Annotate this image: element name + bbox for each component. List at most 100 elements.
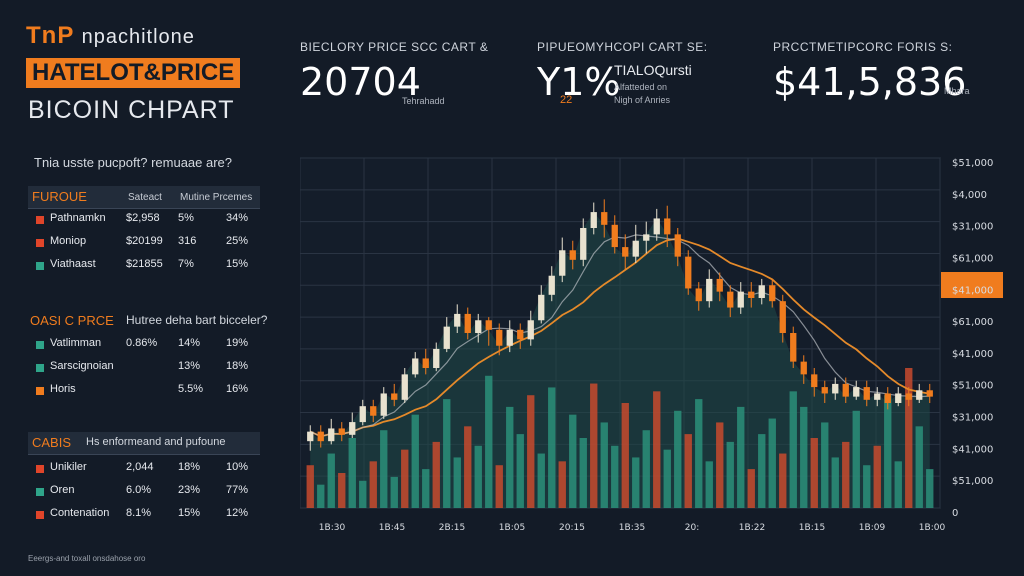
volume-bar: [359, 480, 367, 508]
row-cell-a: $20199: [126, 235, 163, 247]
candle-body: [338, 428, 345, 435]
row-cell-a: 0.86%: [126, 337, 158, 349]
chart-title-line1: TnP npachitlone: [26, 22, 195, 49]
row-cell-b: 7%: [178, 258, 194, 270]
row-cell-name: Contenation: [50, 507, 110, 519]
stat1-value: 20704: [300, 60, 421, 104]
y-axis-label: $41,000: [952, 349, 993, 360]
candle-body: [916, 390, 923, 400]
row-cell-c: 77%: [226, 484, 249, 496]
stat3-caption: Mhara: [944, 86, 970, 96]
candle-body: [695, 288, 702, 302]
volume-bar: [674, 410, 682, 508]
volume-bar: [705, 461, 713, 508]
x-axis-label: 20:: [685, 523, 699, 530]
candle-body: [674, 234, 681, 257]
candle-body: [590, 212, 597, 228]
candle-body: [359, 406, 366, 423]
volume-bar: [695, 399, 703, 508]
row-color-swatch: [36, 216, 44, 224]
candle-body: [580, 228, 587, 260]
candle-body: [370, 406, 377, 416]
volume-bar: [390, 476, 398, 508]
volume-bar: [590, 383, 598, 508]
candle-body: [664, 218, 671, 235]
candle-body: [758, 285, 765, 298]
volume-bar: [747, 469, 755, 508]
candle-body: [874, 393, 881, 400]
stat3-value: $41,5,836: [773, 60, 967, 104]
candle-body: [884, 393, 891, 403]
candle-body: [422, 358, 429, 368]
section3-title: CABIS: [32, 435, 72, 450]
stat3-label: PRCCTMETIPCORC FORIS S:: [773, 40, 953, 54]
candle-body: [559, 250, 566, 276]
candle-body: [611, 224, 618, 248]
row-cell-c: 34%: [226, 212, 249, 224]
candle-body: [653, 218, 660, 235]
volume-bar: [474, 445, 482, 508]
candle-body: [349, 422, 356, 435]
row-cell-b: 18%: [178, 461, 201, 473]
volume-bar: [716, 422, 724, 508]
candle-body: [601, 212, 608, 225]
candle-body: [737, 291, 744, 308]
row-color-swatch: [36, 387, 44, 395]
candle-body: [506, 329, 513, 346]
candle-body: [905, 393, 912, 400]
row-cell-b: 5%: [178, 212, 194, 224]
volume-bar: [726, 441, 734, 508]
volume-bar: [873, 445, 881, 508]
volume-bar: [632, 457, 640, 508]
candle-body: [496, 329, 503, 346]
candle-body: [790, 333, 797, 362]
x-axis-label: 1B:09: [859, 523, 886, 530]
candle-body: [517, 329, 524, 340]
volume-bar: [306, 465, 314, 508]
candle-body: [391, 393, 398, 400]
candle-body: [433, 348, 440, 368]
y-axis-label: $31,000: [952, 413, 993, 424]
candle-body: [769, 285, 776, 302]
candle-body: [842, 383, 849, 397]
x-axis-label: 1B:05: [499, 523, 525, 530]
volume-bar: [453, 457, 461, 508]
y-axis-label: $61,000: [952, 253, 993, 264]
y-axis-label: $51,000: [952, 476, 993, 487]
row-cell-name: Oren: [50, 484, 75, 496]
candle-body: [706, 278, 713, 302]
candle-body: [811, 374, 818, 388]
candle-body: [307, 431, 314, 442]
x-axis-label: 1B:00: [919, 523, 946, 530]
volume-bar: [422, 469, 430, 508]
candle-body: [800, 361, 807, 375]
row-cell-a: $2,958: [126, 212, 160, 224]
volume-bar: [495, 465, 503, 508]
row-cell-c: 18%: [226, 360, 249, 372]
row-cell-a: 2,044: [126, 461, 154, 473]
volume-bar: [642, 430, 650, 508]
volume-bar: [348, 438, 356, 508]
volume-bar: [338, 473, 346, 508]
section3-subtitle: Hs enformeand and pufoune: [86, 436, 226, 448]
volume-bar: [684, 434, 692, 508]
volume-bar: [506, 406, 514, 508]
volume-bar: [443, 399, 451, 508]
volume-bar: [527, 395, 535, 508]
section3-header: [28, 432, 260, 455]
candle-body: [380, 393, 387, 416]
row-cell-c: 16%: [226, 383, 249, 395]
volume-bar: [401, 449, 409, 508]
volume-bar: [800, 406, 808, 508]
row-cell-a: 8.1%: [126, 507, 152, 519]
row-cell-c: 12%: [226, 507, 249, 519]
stat2-label: PIPUEOMYHCOPI CART SE:: [537, 40, 708, 54]
row-cell-a: $21855: [126, 258, 163, 270]
candle-body: [464, 313, 471, 333]
stat1-caption: Tehrahadd: [402, 96, 445, 106]
volume-bar: [852, 410, 860, 508]
row-color-swatch: [36, 488, 44, 496]
volume-bar: [548, 387, 556, 508]
candle-body: [527, 320, 534, 340]
row-cell-a: 6.0%: [126, 484, 152, 496]
